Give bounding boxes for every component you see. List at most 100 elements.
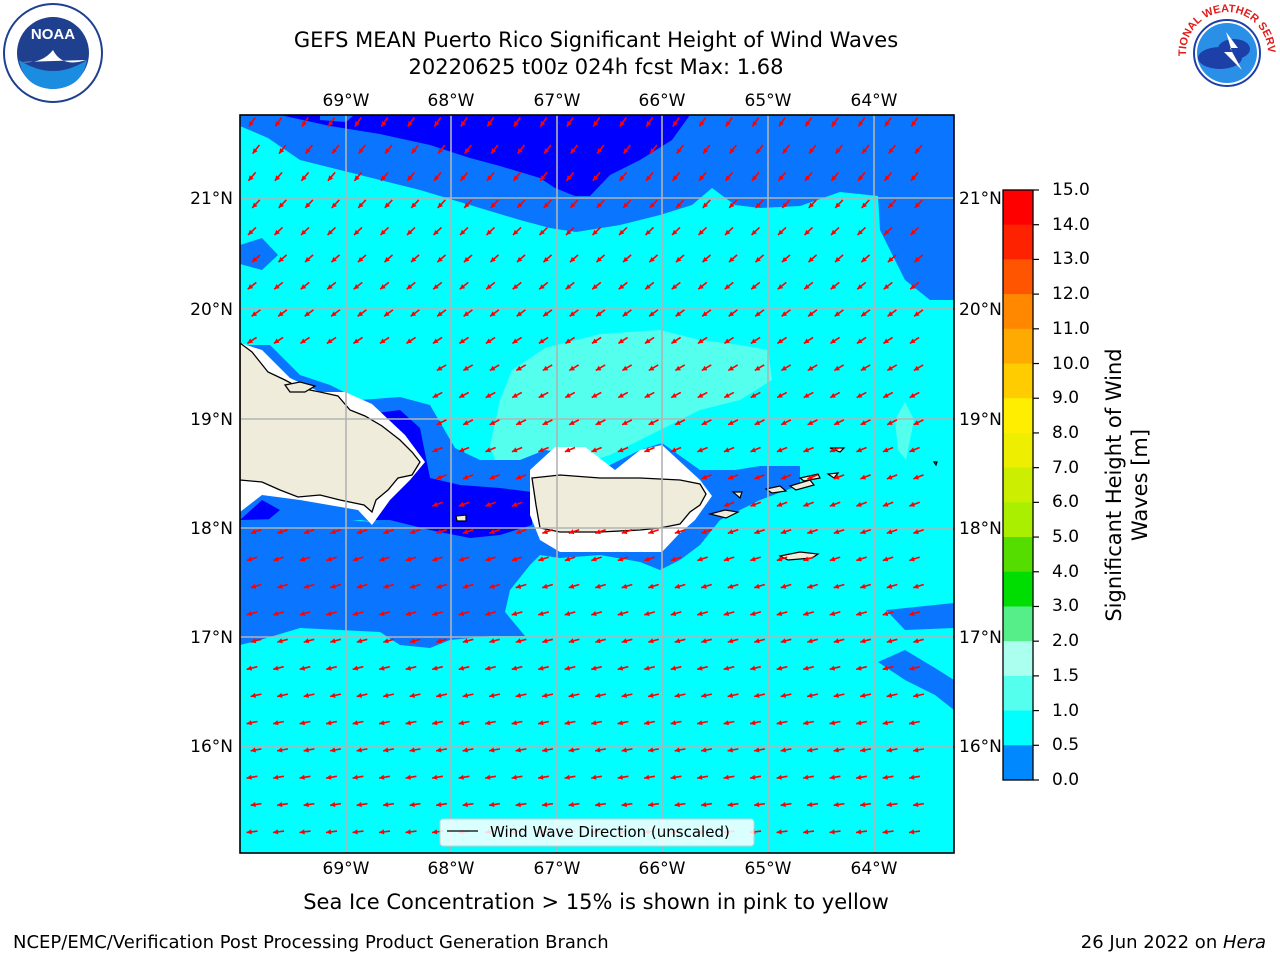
- wave-direction-arrowhead: [829, 447, 836, 453]
- wave-direction-arrowhead: [831, 175, 837, 181]
- wave-direction-arrowhead: [701, 474, 707, 480]
- wave-direction-arrowhead: [860, 529, 866, 535]
- wave-direction-arrowhead: [462, 692, 469, 698]
- wave-direction-arrowhead: [405, 829, 411, 835]
- wave-direction-arrowhead: [723, 774, 729, 780]
- wave-direction-arrowhead: [725, 120, 731, 127]
- wave-direction-arrowhead: [644, 774, 650, 780]
- wave-direction-arrowhead: [459, 284, 466, 290]
- wave-direction-arrowhead: [727, 474, 734, 480]
- wave-direction-arrowhead: [617, 611, 624, 616]
- wave-direction-arrowhead: [723, 447, 730, 453]
- wave-direction-arrowhead: [909, 501, 915, 507]
- wave-direction-arrowhead: [356, 638, 363, 644]
- wave-direction-arrowhead: [595, 802, 601, 808]
- wave-direction-arrowhead: [432, 665, 438, 671]
- lon-label-top-3: 67°W: [534, 91, 581, 111]
- wave-direction-arrowhead: [622, 311, 629, 317]
- wave-direction-arrowhead: [861, 256, 867, 263]
- wave-direction-arrowhead: [913, 529, 919, 535]
- wave-direction-arrowhead: [353, 338, 359, 344]
- wave-direction-arrowhead: [464, 202, 470, 208]
- wave-direction-arrowhead: [326, 338, 333, 344]
- wave-direction-arrowhead: [910, 284, 916, 290]
- wave-direction-arrowhead: [540, 120, 546, 127]
- wave-direction-arrowhead: [619, 175, 625, 181]
- wave-direction-arrowhead: [701, 747, 707, 753]
- wave-direction-arrowhead: [517, 148, 523, 154]
- lon-label-bottom-6: 64°W: [851, 859, 898, 879]
- wave-direction-arrowhead: [830, 338, 836, 344]
- wave-direction-arrowhead: [670, 774, 676, 780]
- axis-labels: 69°W 68°W 67°W 66°W 65°W 64°W 69°W 68°W …: [190, 91, 1002, 879]
- wave-direction-arrowhead: [860, 638, 866, 644]
- wave-direction-arrowhead: [697, 774, 703, 780]
- wave-direction-arrowhead: [542, 583, 548, 589]
- wave-direction-arrowhead: [909, 665, 915, 671]
- wave-direction-arrowhead: [437, 256, 443, 263]
- lat-label-left-3: 19°N: [190, 410, 233, 430]
- colorbar-tick-label: 9.0: [1052, 388, 1080, 409]
- colorbar-tick-label: 11.0: [1052, 318, 1090, 339]
- wave-direction-arrowhead: [464, 148, 470, 154]
- wave-direction-arrowhead: [486, 229, 492, 235]
- wave-direction-arrowhead: [591, 665, 597, 671]
- wave-patch-pale-east: [895, 402, 914, 460]
- wave-direction-arrowhead: [910, 175, 917, 181]
- wave-direction-arrowhead: [352, 774, 358, 780]
- wave-direction-arrowhead: [250, 692, 257, 698]
- wave-direction-arrowhead: [538, 556, 544, 562]
- wave-direction-arrowhead: [623, 202, 629, 208]
- wave-direction-arrowhead: [860, 474, 866, 480]
- wave-direction-arrowhead: [273, 611, 279, 616]
- wave-direction-arrowhead: [487, 120, 493, 127]
- wave-direction-arrowhead: [485, 501, 491, 507]
- wave-direction-arrowhead: [803, 447, 809, 453]
- wave-direction-arrowhead: [724, 393, 730, 398]
- wave-direction-arrowhead: [619, 229, 625, 235]
- wave-direction-arrowhead: [538, 447, 544, 453]
- wave-direction-arrowhead: [723, 611, 730, 616]
- colorbar: [1003, 189, 1039, 781]
- wave-direction-arrowhead: [856, 665, 862, 671]
- wave-direction-arrowhead: [356, 802, 362, 808]
- wave-direction-arrowhead: [750, 501, 756, 507]
- wave-direction-arrowhead: [780, 474, 787, 480]
- wave-direction-arrowhead: [568, 583, 575, 589]
- wave-direction-arrowhead: [697, 447, 703, 453]
- wave-direction-arrowhead: [463, 311, 470, 317]
- wave-direction-arrowhead: [544, 148, 550, 154]
- wave-direction-arrowhead: [436, 365, 443, 371]
- wave-direction-arrowhead: [568, 529, 575, 535]
- wave-direction-arrowhead: [754, 583, 760, 589]
- wave-direction-arrowhead: [273, 665, 279, 671]
- wave-direction-arrowhead: [565, 284, 572, 290]
- wave-direction-arrowhead: [835, 148, 841, 154]
- wave-direction-arrowhead: [538, 774, 544, 780]
- wave-direction-arrowhead: [593, 120, 599, 127]
- wave-direction-arrowhead: [485, 720, 491, 726]
- wave-direction-arrowhead: [591, 774, 597, 780]
- wave-direction-arrowhead: [648, 747, 654, 753]
- wave-direction-arrowhead: [882, 501, 889, 507]
- wave-direction-arrowhead: [379, 829, 385, 835]
- wave-direction-arrowhead: [776, 501, 783, 507]
- wave-direction-arrowhead: [804, 284, 810, 290]
- lon-label-bottom-3: 67°W: [534, 859, 581, 879]
- wave-direction-arrowhead: [489, 365, 496, 371]
- wave-direction-arrowhead: [538, 393, 545, 398]
- wave-direction-arrowhead: [564, 556, 571, 562]
- wave-direction-arrowhead: [887, 311, 894, 317]
- wave-direction-arrowhead: [883, 393, 889, 398]
- wave-direction-arrowhead: [512, 393, 518, 398]
- wave-direction-arrowhead: [596, 202, 602, 208]
- wave-direction-arrowhead: [671, 284, 678, 290]
- wave-direction-arrowhead: [569, 256, 576, 263]
- colorbar-tick-label: 1.5: [1052, 665, 1080, 686]
- wave-direction-arrowhead: [542, 747, 548, 753]
- wave-direction-arrowhead: [750, 338, 757, 344]
- wave-direction-arrowhead: [383, 802, 389, 808]
- wave-direction-arrowhead: [833, 747, 839, 753]
- wave-direction-arrowhead: [803, 611, 809, 616]
- wave-direction-arrowhead: [486, 175, 493, 181]
